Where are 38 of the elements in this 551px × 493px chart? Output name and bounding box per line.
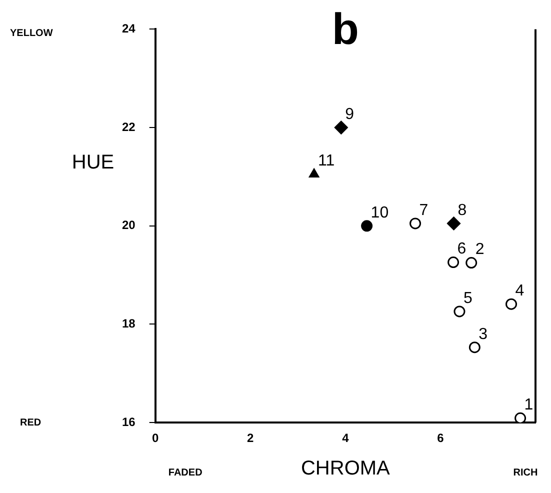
- annotation: 9: [345, 106, 354, 123]
- text: RICH: [513, 467, 538, 478]
- point: [448, 256, 460, 268]
- point: [361, 220, 373, 232]
- annotation: 4: [515, 282, 524, 300]
- y-tick-label: 16: [122, 414, 136, 429]
- point: [447, 216, 461, 230]
- point: [514, 412, 526, 423]
- text: RED: [20, 417, 42, 428]
- point: [410, 218, 422, 230]
- annotation: 1: [524, 396, 534, 414]
- text: FADED: [168, 467, 202, 478]
- chart-title: b: [332, 5, 359, 54]
- x-axis-title: CHROMA: [300, 458, 391, 480]
- annotation: 7: [419, 202, 428, 219]
- annotation: 5: [463, 290, 472, 307]
- y-axis-title: HUE: [72, 151, 114, 174]
- annotation: 8: [458, 202, 467, 219]
- y-tick-label: 22: [122, 120, 136, 134]
- annotation: 10: [370, 204, 389, 222]
- point: [308, 168, 320, 178]
- x-tick-label: 4: [342, 431, 350, 446]
- x-tick-label: 6: [437, 431, 444, 446]
- point: [334, 120, 348, 134]
- annotation: 6: [457, 240, 466, 258]
- annotation: 2: [475, 241, 484, 258]
- point: [468, 342, 480, 354]
- point: [466, 257, 478, 269]
- y-tick-label: 20: [122, 218, 136, 232]
- point: [454, 306, 466, 318]
- annotation: 3: [478, 326, 488, 343]
- x-tick-label: 2: [247, 431, 254, 446]
- x-tick-label: 0: [152, 431, 160, 446]
- y-tick-label: 24: [122, 22, 136, 36]
- annotation: 11: [318, 152, 335, 170]
- text: YELLOW: [10, 28, 54, 39]
- point: [506, 298, 518, 310]
- y-tick-label: 18: [122, 316, 136, 331]
